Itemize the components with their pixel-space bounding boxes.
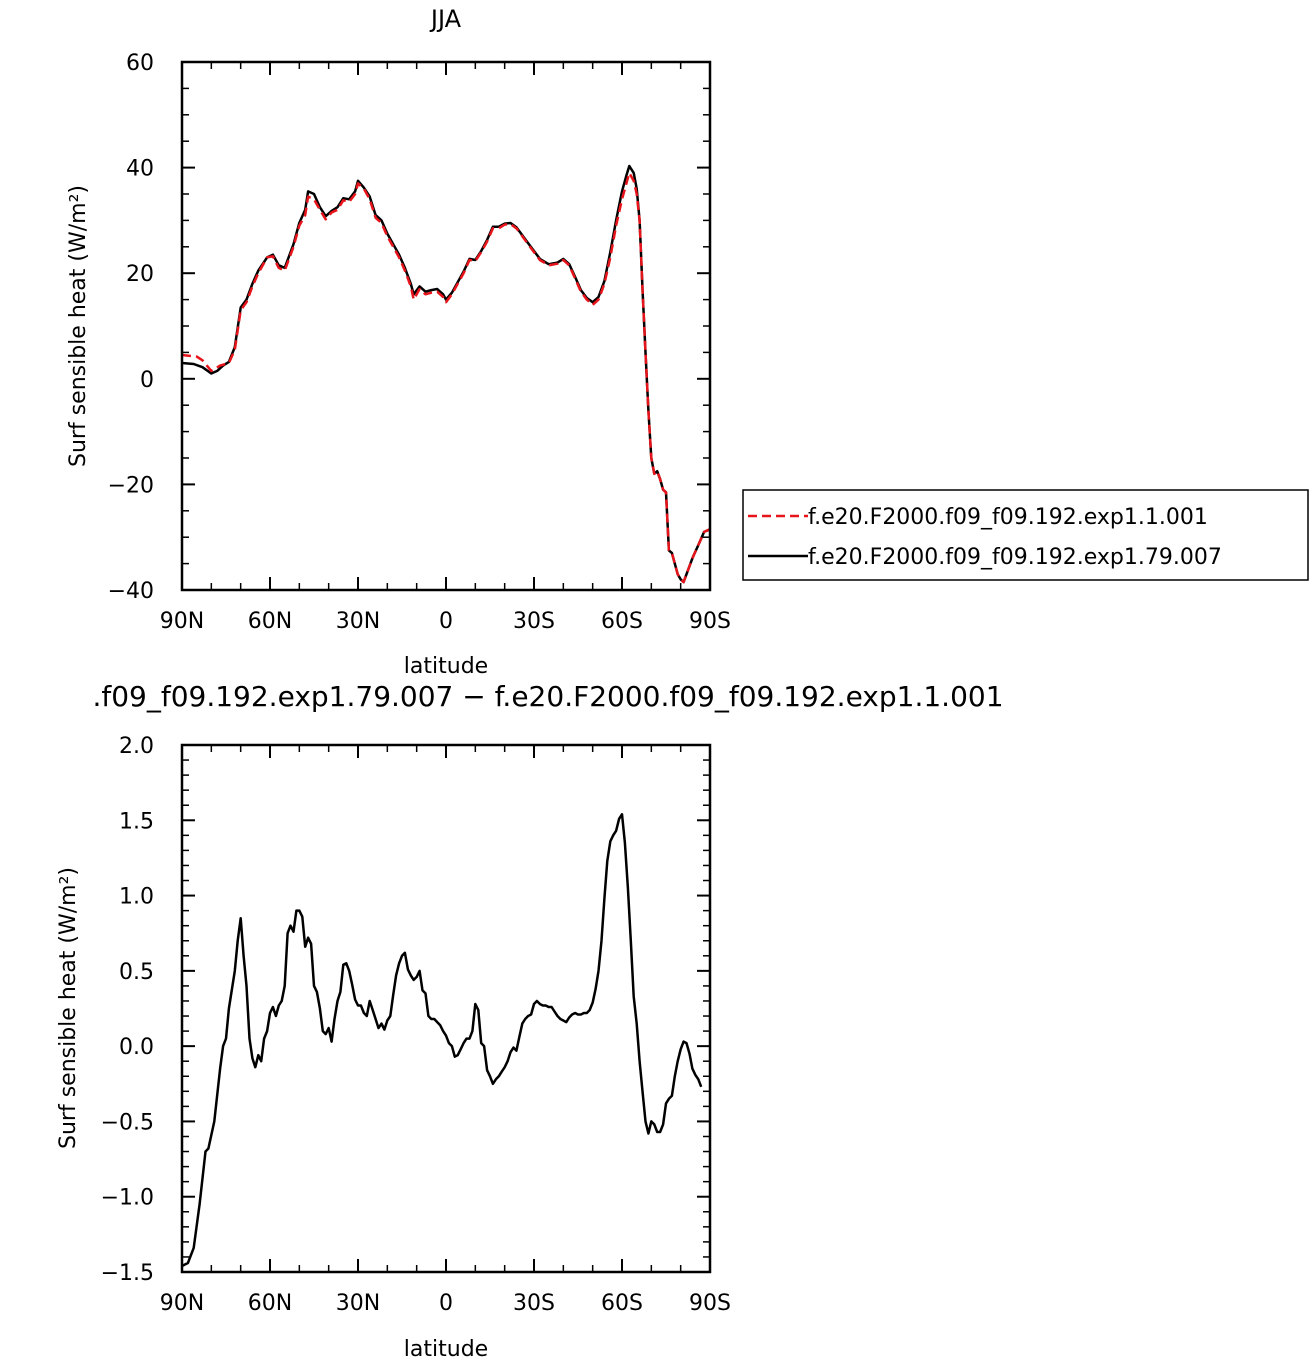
x-tick-label: 90S [689, 609, 731, 634]
legend-label-exp1-1-001: f.e20.F2000.f09_f09.192.exp1.1.001 [808, 505, 1208, 530]
x-tick-label: 90N [160, 609, 204, 634]
x-tick-label: 60N [248, 1291, 292, 1316]
y-tick-label: −20 [108, 473, 154, 498]
bottom-chart-title: .f09_f09.192.exp1.79.007 − f.e20.F2000.f… [92, 680, 1003, 713]
y-tick-label: −1.5 [101, 1261, 154, 1286]
x-tick-label: 30N [336, 609, 380, 634]
top-chart-title: JJA [429, 5, 462, 33]
top-x-axis-label: latitude [404, 654, 488, 679]
legend-label-exp1-79-007: f.e20.F2000.f09_f09.192.exp1.79.007 [808, 545, 1222, 570]
top-series-lines [181, 164, 711, 584]
bottom-y-axis-label: Surf sensible heat (W/m²) [56, 867, 81, 1149]
bottom-series-lines [181, 813, 703, 1268]
x-tick-label: 0 [439, 1291, 453, 1316]
x-tick-label: 90S [689, 1291, 731, 1316]
top-axis-ticks: 90N 60N 30N 0 30S 60S 90S 60 40 20 0 −20 −40 [108, 51, 731, 634]
series-line-black [181, 813, 703, 1268]
x-tick-label: 30S [513, 1291, 555, 1316]
top-y-axis-label: Surf sensible heat (W/m²) [66, 185, 91, 467]
y-tick-label: 2.0 [119, 734, 154, 759]
legend: f.e20.F2000.f09_f09.192.exp1.1.001 f.e20… [742, 489, 1309, 581]
y-tick-label: −0.5 [101, 1110, 154, 1135]
y-tick-label: 0.5 [119, 960, 154, 985]
top-panel: JJA Surf sensible heat (W/m²) latitude 9… [66, 5, 731, 679]
bottom-x-axis-label: latitude [404, 1337, 488, 1362]
y-tick-label: 20 [126, 262, 154, 287]
y-tick-label: 0 [140, 368, 154, 393]
legend-box [742, 489, 1309, 581]
y-tick-label: 0.0 [119, 1035, 154, 1060]
bottom-panel: .f09_f09.192.exp1.79.007 − f.e20.F2000.f… [56, 680, 1004, 1362]
series-line-black [181, 164, 711, 584]
x-tick-label: 60S [601, 1291, 643, 1316]
y-tick-label: 60 [126, 51, 154, 76]
x-tick-label: 90N [160, 1291, 204, 1316]
y-tick-label: 1.0 [119, 885, 154, 910]
series-line-red-dashed [181, 171, 711, 584]
y-tick-label: 40 [126, 157, 154, 182]
x-tick-label: 30S [513, 609, 555, 634]
x-tick-label: 0 [439, 609, 453, 634]
x-tick-label: 60N [248, 609, 292, 634]
x-tick-label: 30N [336, 1291, 380, 1316]
y-tick-label: −40 [108, 579, 154, 604]
bottom-plot-frame [180, 743, 712, 1274]
top-plot-frame [180, 60, 712, 592]
y-tick-label: 1.5 [119, 809, 154, 834]
x-tick-label: 60S [601, 609, 643, 634]
y-tick-label: −1.0 [101, 1186, 154, 1211]
